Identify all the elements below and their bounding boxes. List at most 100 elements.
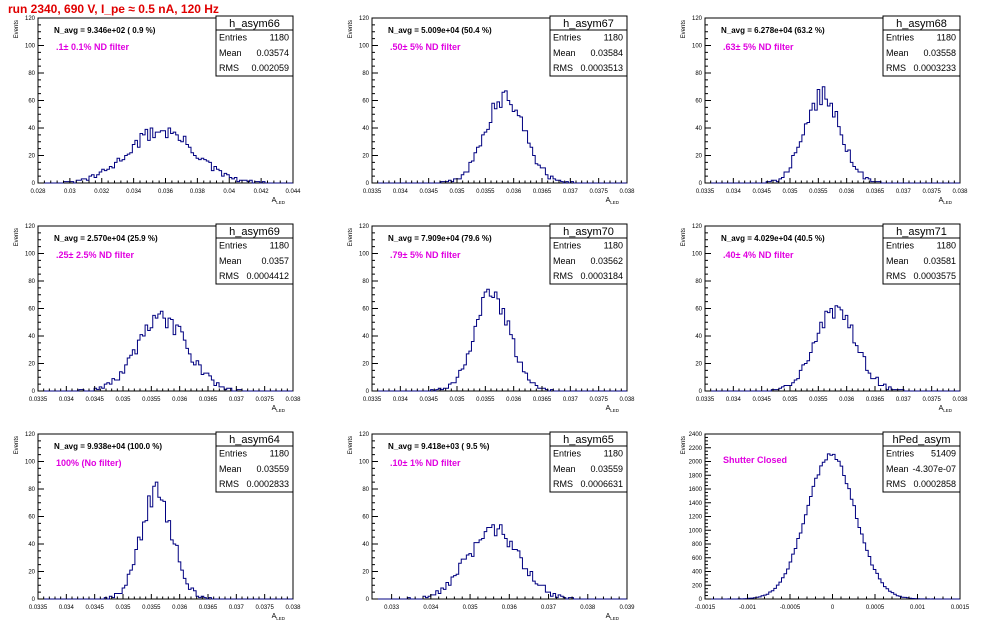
histogram-panel-h_asym66: 0.028 0.03 0.032 0.034 0.036 0.038 0.04 0.042 0.… (14, 15, 301, 205)
x-axis-label-subscript: LED (610, 200, 620, 205)
y-axis-label: Events (14, 228, 20, 246)
stats-entries-value: 1180 (270, 449, 289, 459)
y-tick-label: 2000 (689, 460, 703, 466)
x-tick-label: 0.037 (563, 189, 579, 195)
x-tick-label: 0.04 (223, 189, 235, 195)
histogram-line-h_asym66 (38, 127, 293, 184)
stats-mean-value: 0.0357 (261, 256, 289, 266)
x-tick-label: 0.032 (94, 189, 110, 195)
x-tick-label: -0.0015 (695, 605, 716, 611)
x-tick-label: 0.001 (910, 605, 926, 611)
y-axis-label: Events (14, 20, 20, 38)
x-axis-label: ALED (272, 613, 286, 621)
x-tick-label: 0.037 (896, 189, 912, 195)
y-tick-label: 80 (695, 71, 702, 77)
y-tick-label: 60 (695, 99, 702, 105)
stats-box (215, 15, 294, 77)
x-tick-label: 0.0345 (419, 189, 438, 195)
stats-mean-value: 0.03574 (256, 48, 289, 58)
stats-mean-label: Mean (219, 48, 242, 58)
y-axis-label: Events (348, 20, 354, 38)
stats-rms-value: 0.0003575 (913, 271, 956, 281)
y-tick-label: 120 (25, 432, 36, 438)
n-avg-annotation: N_avg = 7.909e+04 (79.6 %) (388, 234, 492, 243)
y-tick-label: 40 (362, 126, 369, 132)
x-tick-label: 0.037 (896, 397, 912, 403)
stats-entries-label: Entries (553, 449, 582, 459)
y-tick-label: 120 (359, 224, 370, 230)
y-tick-label: 100 (692, 252, 703, 258)
y-axis-label: Events (348, 436, 354, 454)
x-tick-label: -0.0005 (780, 605, 801, 611)
x-axis-label: ALED (606, 197, 620, 205)
stats-rms-value: 0.0002833 (246, 479, 289, 489)
y-tick-label: 1400 (689, 501, 703, 507)
stats-mean-value: -4.307e-07 (912, 464, 956, 474)
y-tick-label: 60 (362, 515, 369, 521)
stats-rms-value: 0.002059 (251, 63, 289, 73)
histogram-line-h_asym71 (705, 305, 960, 392)
x-tick-label: 0.039 (619, 605, 635, 611)
histogram-line-h_asym67 (372, 90, 627, 184)
x-tick-label: 0.0365 (199, 397, 218, 403)
x-tick-label: 0.035 (449, 189, 465, 195)
y-tick-label: 40 (362, 334, 369, 340)
y-tick-label: 120 (25, 16, 36, 22)
x-axis-label: ALED (272, 405, 286, 413)
x-tick-label: 0.0345 (419, 397, 438, 403)
x-tick-label: 0.035 (782, 397, 798, 403)
x-axis-label-subscript: LED (610, 616, 620, 621)
x-tick-label: 0.0335 (29, 397, 48, 403)
y-tick-label: 120 (359, 16, 370, 22)
x-tick-label: 0.0345 (752, 189, 771, 195)
stats-title: h_asym70 (563, 226, 614, 238)
x-tick-label: 0 (831, 605, 835, 611)
histogram-panel-hPed_asym: -0.0015 -0.001 -0.0005 0 0.0005 0.001 0.0015 0 2… (681, 431, 970, 611)
y-tick-label: 40 (695, 126, 702, 132)
x-tick-label: 0.035 (115, 397, 131, 403)
histogram-panel-h_asym67: 0.0335 0.034 0.0345 0.035 0.0355 0.036 0.0365 0… (348, 15, 635, 205)
stats-mean-value: 0.03584 (590, 48, 623, 58)
y-tick-label: 200 (692, 583, 703, 589)
stats-rms-value: 0.0003513 (580, 63, 623, 73)
y-tick-label: 100 (359, 44, 370, 50)
stats-rms-label: RMS (219, 479, 239, 489)
x-tick-label: 0.0375 (922, 189, 941, 195)
y-tick-label: 20 (28, 154, 35, 160)
histogram-line-h_asym64 (38, 481, 293, 600)
filter-label: Shutter Closed (723, 455, 787, 465)
x-tick-label: 0.0015 (951, 605, 970, 611)
y-tick-label: 40 (28, 334, 35, 340)
histogram-line-h_asym70 (372, 288, 627, 392)
y-tick-label: 1800 (689, 473, 703, 479)
x-tick-label: 0.036 (172, 397, 188, 403)
y-tick-label: 0 (32, 597, 36, 603)
x-tick-label: 0.0355 (809, 397, 828, 403)
y-tick-label: 60 (28, 99, 35, 105)
histogram-panel-h_asym71: 0.0335 0.034 0.0345 0.035 0.0355 0.036 0.0365 0… (681, 223, 968, 413)
y-tick-label: 1600 (689, 487, 703, 493)
stats-entries-value: 1180 (937, 33, 956, 43)
y-tick-label: 80 (28, 487, 35, 493)
y-tick-label: 40 (695, 334, 702, 340)
histogram-line-h_asym68 (705, 86, 960, 184)
filter-label: .50± 5% ND filter (390, 42, 461, 52)
x-tick-label: 0.0345 (85, 397, 104, 403)
x-tick-label: 0.0375 (255, 397, 274, 403)
y-tick-label: 1200 (689, 515, 703, 521)
histogram-panel-h_asym68: 0.0335 0.034 0.0345 0.035 0.0355 0.036 0.0365 0… (681, 15, 968, 205)
y-tick-label: 0 (699, 389, 703, 395)
y-tick-label: 60 (28, 515, 35, 521)
x-tick-label: 0.042 (254, 189, 270, 195)
y-tick-label: 400 (692, 570, 703, 576)
n-avg-annotation: N_avg = 9.938e+04 (100.0 %) (54, 442, 162, 451)
stats-title: h_asym67 (563, 18, 614, 30)
y-tick-label: 0 (699, 181, 703, 187)
y-tick-label: 0 (32, 181, 36, 187)
stats-entries-value: 1180 (270, 241, 289, 251)
x-tick-label: 0.038 (619, 397, 635, 403)
x-tick-label: 0.034 (126, 189, 142, 195)
y-tick-label: 2400 (689, 432, 703, 438)
y-tick-label: 60 (28, 307, 35, 313)
